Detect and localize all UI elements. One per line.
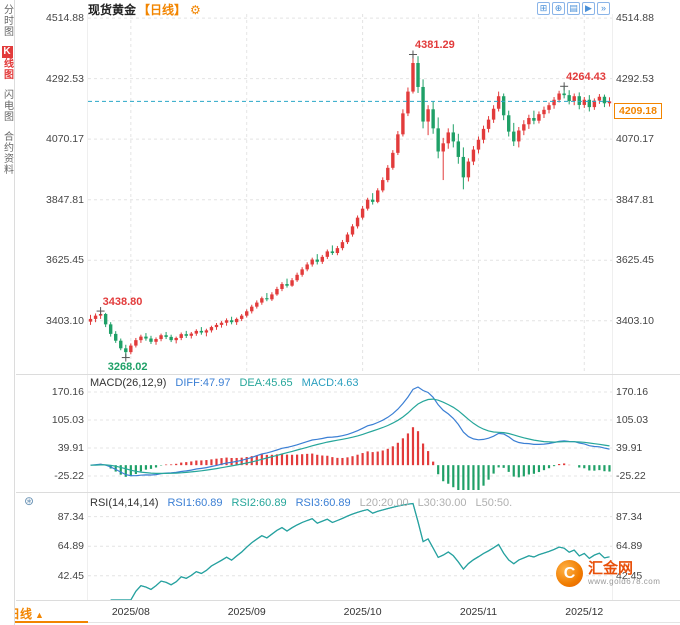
- brand-logo-glyph: C: [563, 564, 576, 582]
- indicator-value: RSI2:60.89: [231, 497, 287, 509]
- fast-forward-icon[interactable]: »: [597, 2, 610, 15]
- indicator-value: RSI1:60.89: [167, 497, 223, 509]
- macd-legend: MACD(26,12,9) DIFF:47.97 DEA:45.65 MACD:4.6…: [90, 377, 359, 390]
- panel-divider: [16, 600, 680, 601]
- brand-url: www.gold678.com: [588, 577, 661, 586]
- indicator-value: MACD:4.63: [301, 377, 359, 389]
- play-icon[interactable]: ▶: [582, 2, 595, 15]
- chart-header: 现货黄金 【日线】 ⚙: [88, 1, 201, 18]
- brand-watermark: C 汇金网 www.gold678.com: [556, 560, 660, 587]
- zoom-icon[interactable]: ⊕: [552, 2, 565, 15]
- sidebar-tab-kline-chart[interactable]: K线图: [1, 46, 13, 80]
- chart-style-icon[interactable]: ▤: [567, 2, 580, 15]
- indicator-value: L30:30.00: [417, 497, 467, 509]
- indicator-value: L50:50.: [475, 497, 513, 509]
- panel-divider: [16, 492, 680, 493]
- sidebar-tab-time-chart[interactable]: 分时图: [1, 4, 13, 37]
- sidebar-tab-contract-info[interactable]: 合约资料: [1, 131, 13, 175]
- indicator-name: MACD(26,12,9): [90, 377, 167, 389]
- brand-logo-icon: C: [556, 560, 583, 587]
- active-tab-badge: K: [1, 46, 13, 58]
- caret-up-icon: ▲: [35, 610, 44, 620]
- pan-icon[interactable]: ⊞: [537, 2, 550, 15]
- indicator-value: RSI3:60.89: [295, 497, 351, 509]
- brand-name: 汇金网: [588, 560, 634, 577]
- symbol-title: 现货黄金: [88, 3, 137, 17]
- panel-divider: [16, 374, 680, 375]
- indicator-value: DIFF:47.97: [175, 377, 231, 389]
- indicator-settings-icon[interactable]: ⊛: [24, 494, 35, 508]
- sidebar: 分时图 K线图闪电图合约资料: [0, 0, 15, 625]
- settings-gear-icon[interactable]: ⚙: [190, 2, 201, 17]
- bottom-axis-line: [88, 622, 680, 623]
- period-tag: 【日线】: [138, 3, 187, 17]
- active-period-underline: [0, 621, 88, 623]
- sidebar-tab-lightning-chart[interactable]: 闪电图: [1, 89, 13, 122]
- chart-toolbar: ⊞ ⊕ ▤ ▶»: [537, 2, 610, 15]
- rsi-legend: RSI(14,14,14) RSI1:60.89 RSI2:60.89 RSI3:60…: [90, 497, 512, 510]
- indicator-value: L20:20.00: [359, 497, 409, 509]
- indicator-value: DEA:45.65: [239, 377, 293, 389]
- indicator-name: RSI(14,14,14): [90, 497, 159, 509]
